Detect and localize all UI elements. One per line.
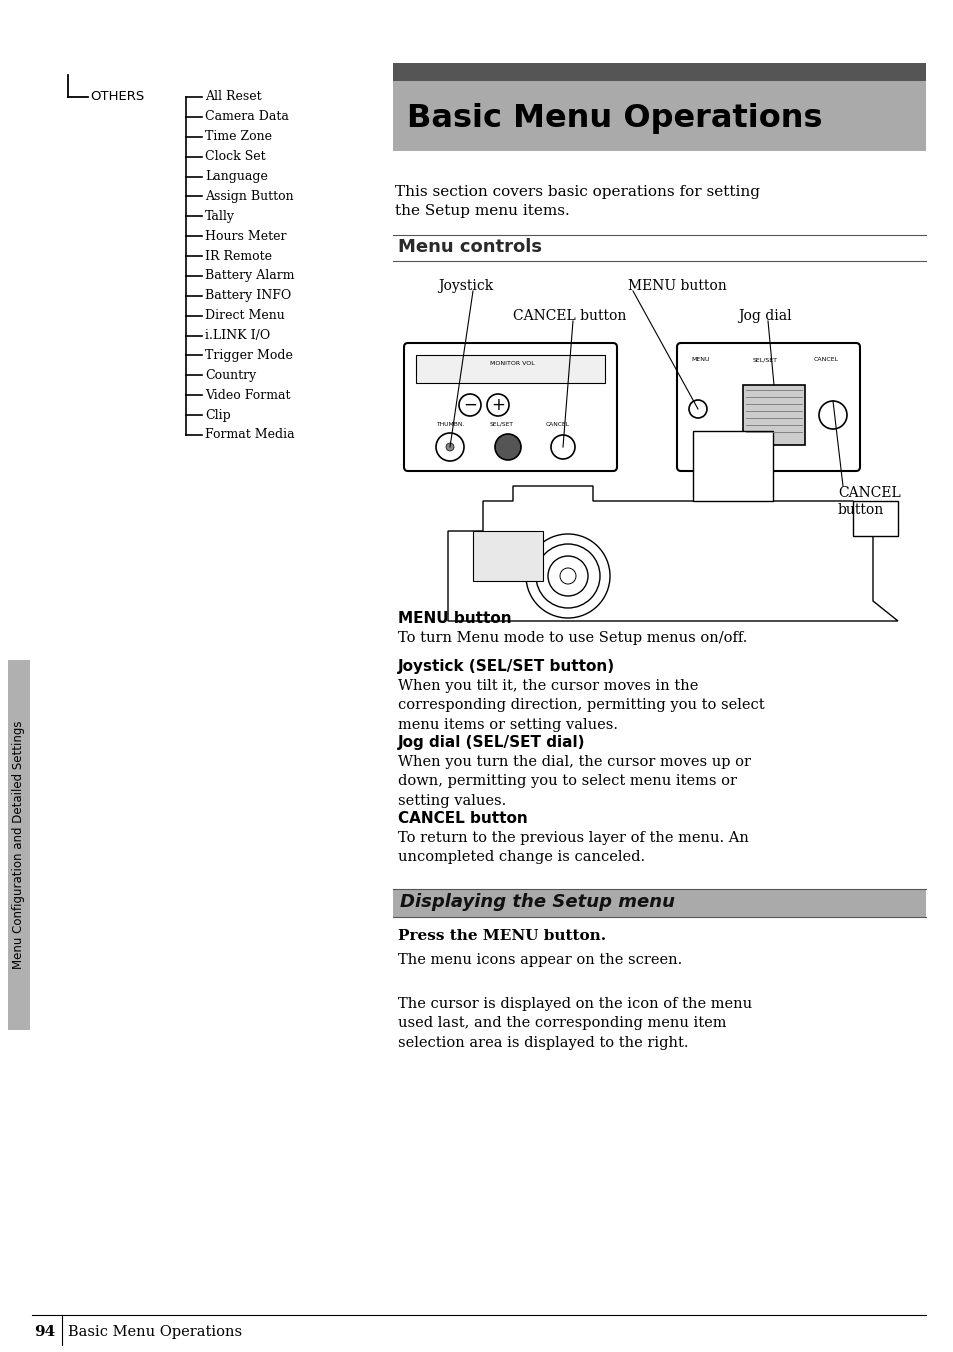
Text: MENU button: MENU button: [397, 611, 511, 626]
Text: Tally: Tally: [205, 210, 234, 223]
Text: Menu controls: Menu controls: [397, 238, 541, 256]
Text: OTHERS: OTHERS: [90, 91, 144, 104]
Text: Basic Menu Operations: Basic Menu Operations: [68, 1325, 242, 1338]
Text: Clock Set: Clock Set: [205, 150, 265, 164]
Circle shape: [446, 443, 454, 452]
Text: To turn Menu mode to use Setup menus on/off.: To turn Menu mode to use Setup menus on/…: [397, 631, 746, 645]
Text: Jog dial (SEL/SET dial): Jog dial (SEL/SET dial): [397, 735, 585, 750]
Circle shape: [486, 393, 509, 416]
Polygon shape: [448, 485, 897, 621]
Bar: [393, 81, 925, 151]
Bar: [473, 531, 542, 581]
FancyBboxPatch shape: [677, 343, 859, 470]
Text: THUMBN.: THUMBN.: [436, 422, 464, 427]
Text: CANCEL: CANCEL: [813, 357, 839, 362]
Circle shape: [688, 400, 706, 418]
Bar: [393, 890, 925, 917]
Text: 94: 94: [34, 1325, 55, 1338]
Text: The menu icons appear on the screen.: The menu icons appear on the screen.: [397, 953, 681, 967]
Text: Language: Language: [205, 170, 268, 183]
Text: CANCEL
button: CANCEL button: [837, 485, 900, 518]
Text: Video Format: Video Format: [205, 389, 291, 402]
Circle shape: [495, 434, 520, 460]
Circle shape: [458, 393, 480, 416]
Text: Press the MENU button.: Press the MENU button.: [397, 929, 605, 942]
Text: To return to the previous layer of the menu. An
uncompleted change is canceled.: To return to the previous layer of the m…: [397, 831, 748, 864]
Bar: [742, 385, 804, 445]
Text: Battery INFO: Battery INFO: [205, 289, 291, 303]
Text: CANCEL button: CANCEL button: [397, 811, 527, 826]
Bar: [8, 660, 30, 1030]
Text: MENU button: MENU button: [627, 279, 726, 293]
Text: +: +: [491, 396, 504, 414]
Text: MONITOR VOL: MONITOR VOL: [490, 361, 535, 366]
Circle shape: [436, 433, 463, 461]
Text: Assign Button: Assign Button: [205, 189, 294, 203]
Bar: [852, 502, 897, 535]
Text: Camera Data: Camera Data: [205, 111, 289, 123]
Text: Clip: Clip: [205, 408, 231, 422]
Text: Joystick: Joystick: [437, 279, 493, 293]
FancyBboxPatch shape: [403, 343, 617, 470]
Text: Time Zone: Time Zone: [205, 130, 272, 143]
Text: CANCEL: CANCEL: [545, 422, 569, 427]
Text: Joystick (SEL/SET button): Joystick (SEL/SET button): [397, 658, 615, 675]
Text: The cursor is displayed on the icon of the menu
used last, and the corresponding: The cursor is displayed on the icon of t…: [397, 996, 751, 1051]
Text: MENU: MENU: [690, 357, 709, 362]
Text: Trigger Mode: Trigger Mode: [205, 349, 293, 362]
Text: Country: Country: [205, 369, 256, 381]
Text: Direct Menu: Direct Menu: [205, 310, 284, 322]
Circle shape: [536, 544, 599, 608]
Text: IR Remote: IR Remote: [205, 250, 272, 262]
Text: When you tilt it, the cursor moves in the
corresponding direction, permitting yo: When you tilt it, the cursor moves in th…: [397, 679, 763, 731]
Circle shape: [551, 435, 575, 458]
Bar: [416, 356, 604, 383]
Circle shape: [818, 402, 846, 429]
Circle shape: [547, 556, 587, 596]
Text: All Reset: All Reset: [205, 91, 261, 104]
Text: When you turn the dial, the cursor moves up or
down, permitting you to select me: When you turn the dial, the cursor moves…: [397, 754, 750, 808]
Text: SEL/SET: SEL/SET: [752, 357, 778, 362]
Text: CANCEL button: CANCEL button: [513, 310, 626, 323]
Text: Format Media: Format Media: [205, 429, 294, 442]
Text: SEL/SET: SEL/SET: [490, 422, 514, 427]
Text: Jog dial: Jog dial: [738, 310, 791, 323]
Text: −: −: [462, 396, 476, 414]
Text: Menu Configuration and Detailed Settings: Menu Configuration and Detailed Settings: [12, 721, 26, 969]
Text: Displaying the Setup menu: Displaying the Setup menu: [399, 894, 675, 911]
Circle shape: [525, 534, 609, 618]
Circle shape: [559, 568, 576, 584]
Text: Battery Alarm: Battery Alarm: [205, 269, 294, 283]
Text: This section covers basic operations for setting
the Setup menu items.: This section covers basic operations for…: [395, 185, 760, 219]
Polygon shape: [692, 431, 772, 502]
Text: Basic Menu Operations: Basic Menu Operations: [407, 104, 821, 134]
Text: i.LINK I/O: i.LINK I/O: [205, 329, 270, 342]
Text: Hours Meter: Hours Meter: [205, 230, 286, 242]
Bar: [393, 64, 925, 81]
